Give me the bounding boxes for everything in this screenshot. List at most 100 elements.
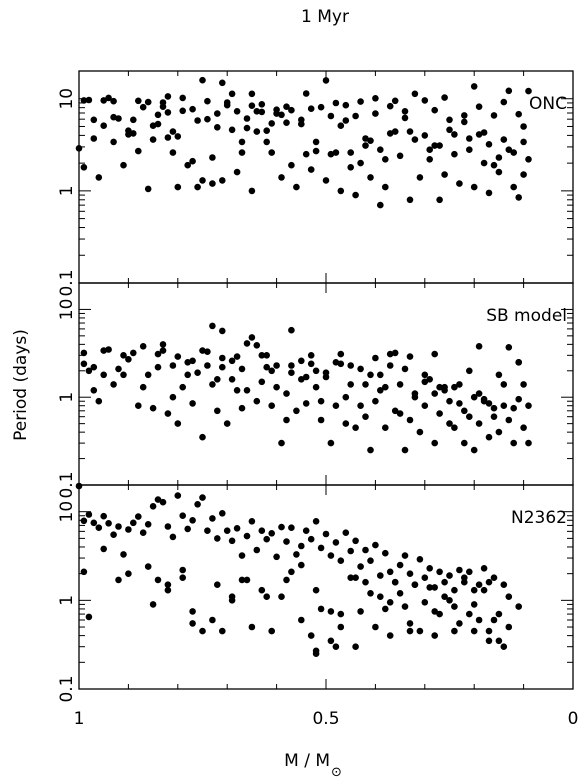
- data-point: [327, 608, 335, 615]
- data-point: [194, 369, 201, 377]
- data-point: [411, 581, 419, 588]
- data-point: [386, 350, 394, 358]
- data-point: [332, 149, 340, 156]
- data-point: [209, 515, 216, 522]
- data-point: [436, 383, 443, 391]
- data-point: [115, 365, 122, 373]
- data-point: [288, 326, 295, 334]
- y-tick-label: 1: [57, 392, 77, 403]
- data-point: [352, 191, 359, 199]
- data-point: [174, 183, 182, 191]
- data-point: [406, 416, 414, 424]
- data-point: [248, 102, 256, 109]
- data-point: [253, 546, 261, 554]
- data-point: [179, 383, 186, 391]
- data-point: [110, 531, 117, 538]
- data-point: [233, 525, 241, 532]
- data-point: [322, 530, 330, 538]
- data-point: [283, 416, 290, 424]
- y-tick-label: 0.1: [57, 471, 77, 498]
- data-point: [179, 566, 186, 574]
- data-point: [179, 574, 186, 581]
- data-point: [386, 362, 394, 369]
- data-point: [396, 561, 404, 569]
- data-point: [520, 424, 527, 432]
- data-point: [95, 174, 103, 181]
- data-point: [377, 371, 384, 379]
- data-point: [436, 568, 443, 576]
- data-point: [214, 535, 221, 542]
- data-point: [500, 98, 508, 106]
- data-point: [253, 128, 261, 135]
- data-point: [525, 402, 532, 410]
- data-point: [293, 551, 300, 558]
- scatter-panels: 0.1 1 10 ONC 0.1 1 10 SB model 0.1 1 10 N2362 1 0.5 0: [57, 70, 579, 729]
- data-point: [456, 620, 463, 627]
- data-point: [130, 519, 137, 527]
- data-point: [401, 603, 409, 610]
- data-point: [406, 570, 414, 577]
- data-point: [298, 376, 305, 383]
- data-point: [302, 373, 310, 381]
- data-point: [406, 353, 414, 360]
- data-point: [204, 527, 211, 534]
- data-point: [456, 566, 463, 574]
- data-point: [391, 407, 399, 415]
- data-point: [199, 347, 206, 354]
- data-point: [367, 590, 374, 597]
- data-point: [144, 185, 152, 193]
- data-point: [263, 593, 271, 600]
- data-point: [342, 420, 350, 427]
- data-point: [446, 126, 453, 134]
- data-point: [406, 620, 414, 627]
- data-point: [505, 623, 513, 631]
- data-point: [470, 586, 478, 594]
- data-point: [144, 563, 152, 570]
- data-point: [204, 362, 211, 369]
- data-point: [362, 381, 369, 388]
- data-point: [174, 353, 182, 360]
- data-point: [184, 525, 191, 533]
- data-point: [475, 131, 483, 138]
- data-point: [268, 367, 276, 375]
- data-point: [154, 496, 162, 503]
- data-point: [372, 541, 379, 549]
- data-point: [75, 145, 83, 152]
- data-point: [253, 342, 261, 349]
- data-point: [446, 420, 453, 427]
- data-point: [421, 378, 429, 386]
- data-point: [470, 627, 478, 635]
- panel-1: 0.1 1 10 ONC: [57, 70, 574, 297]
- data-point: [520, 138, 527, 146]
- data-point: [223, 101, 231, 109]
- data-point: [135, 97, 142, 105]
- data-point: [322, 77, 330, 84]
- data-point: [194, 183, 201, 191]
- x-axis-label-solar-subscript: ⊙: [331, 765, 342, 780]
- data-point: [386, 599, 394, 606]
- data-point: [293, 183, 300, 191]
- data-point: [490, 574, 498, 581]
- data-point: [431, 390, 439, 397]
- data-point: [352, 574, 359, 581]
- data-point: [149, 136, 157, 143]
- data-point: [475, 581, 483, 588]
- data-point: [426, 156, 434, 163]
- data-point: [466, 146, 473, 153]
- y-tick-label: 0.1: [57, 269, 77, 296]
- data-point: [372, 623, 379, 631]
- panel-label: N2362: [511, 508, 567, 528]
- data-point: [179, 107, 186, 115]
- data-point: [451, 627, 458, 635]
- data-point: [352, 112, 359, 120]
- data-point: [154, 576, 162, 584]
- data-point: [144, 98, 152, 106]
- data-point: [510, 439, 517, 447]
- data-point: [396, 410, 404, 417]
- data-point: [515, 194, 522, 201]
- data-point: [461, 118, 468, 126]
- data-point: [446, 116, 453, 124]
- data-point: [396, 152, 404, 160]
- data-point: [149, 601, 157, 608]
- x-tick-label: 0: [568, 709, 579, 729]
